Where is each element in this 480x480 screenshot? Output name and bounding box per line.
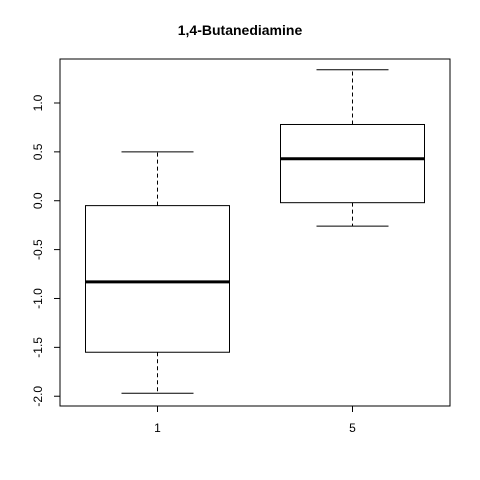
y-tick-label: 0.0 — [31, 192, 45, 209]
box-iqr — [280, 123, 425, 204]
y-tick-label: 0.5 — [31, 143, 45, 160]
box-iqr — [85, 205, 230, 353]
y-tick-label: -1.5 — [31, 337, 45, 358]
y-tick-label: -2.0 — [31, 386, 45, 407]
y-tick-label: 1.0 — [31, 94, 45, 111]
chart-title: 1,4-Butanediamine — [177, 22, 303, 38]
x-tick-label: 5 — [349, 421, 356, 435]
y-tick-label: -1.0 — [31, 288, 45, 309]
plot-frame — [59, 58, 451, 407]
x-tick-label: 1 — [154, 421, 161, 435]
y-tick-label: -0.5 — [31, 239, 45, 260]
